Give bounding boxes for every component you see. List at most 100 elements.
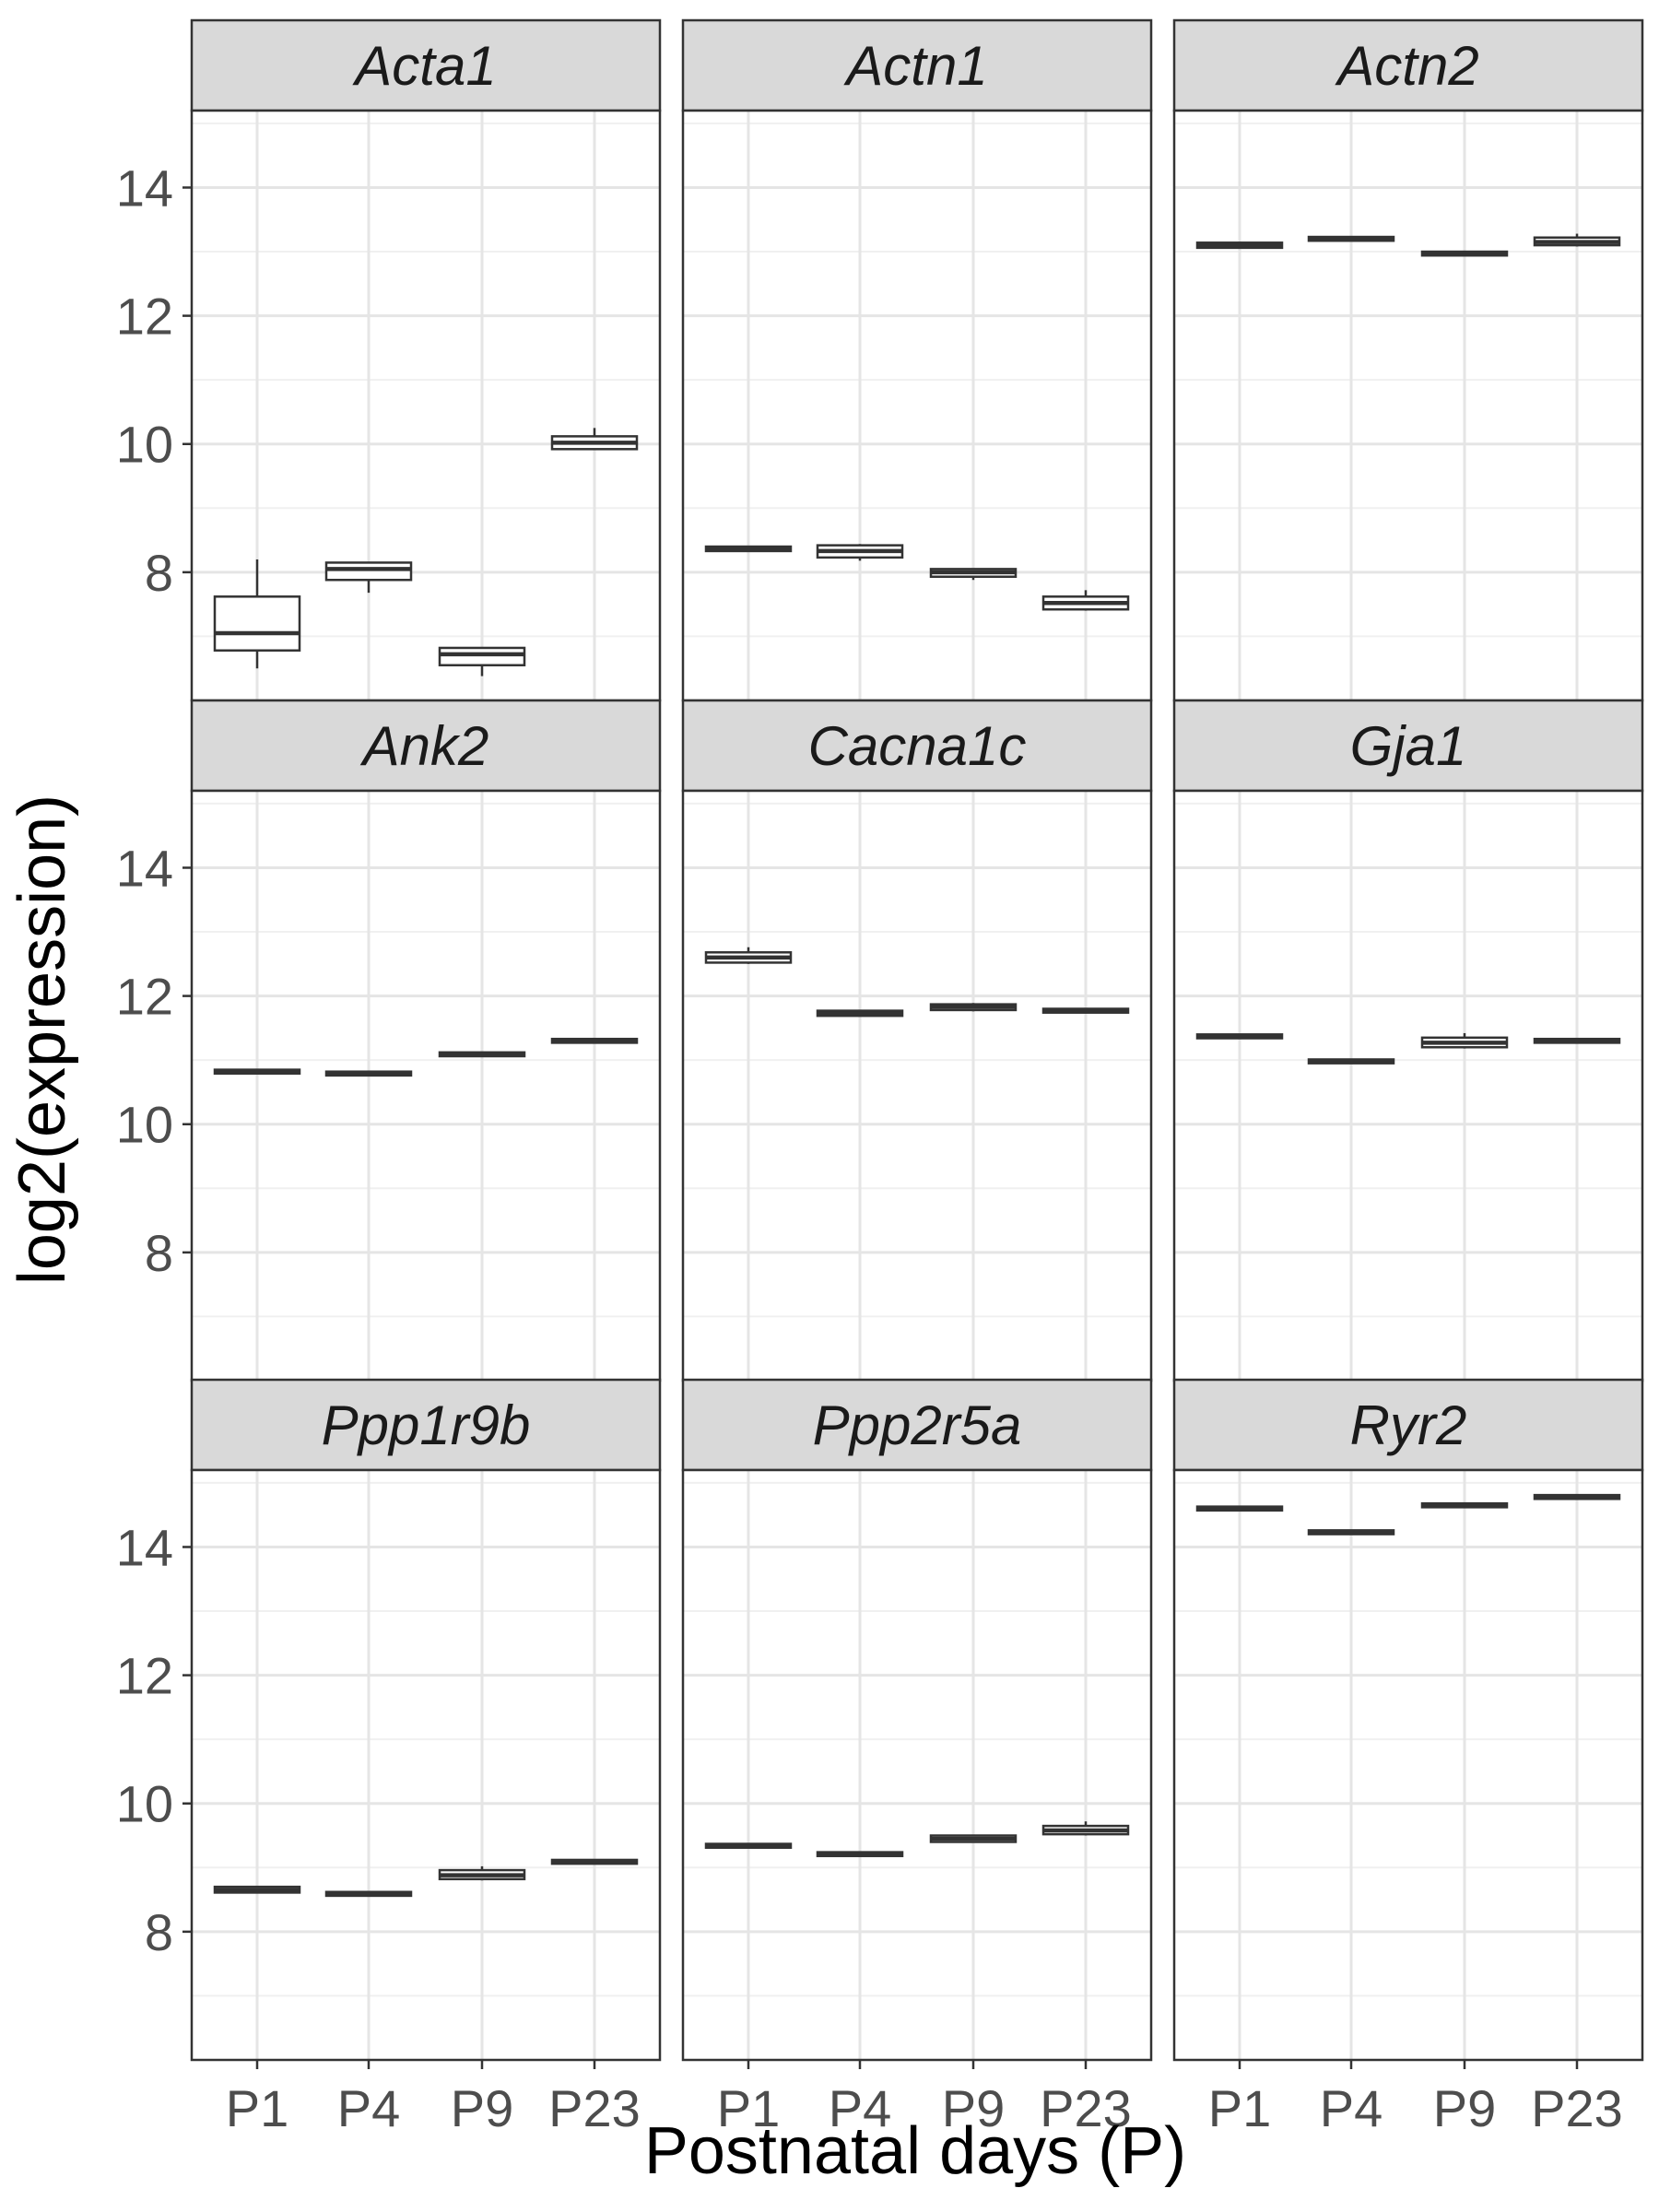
strip-header (190, 18, 662, 112)
box-p23 (1041, 1007, 1130, 1014)
strip-label: Ank2 (360, 715, 489, 777)
facet-panel-acta1: Acta1 8 10 12 14 (116, 18, 662, 702)
x-tick-label: P1 (1208, 2079, 1272, 2137)
plot-area (683, 111, 1151, 700)
box-p9 (1420, 1032, 1509, 1049)
strip-header (1172, 699, 1644, 793)
x-tick-label: P23 (548, 2079, 641, 2137)
plot-area (192, 1470, 660, 2060)
box-p4 (324, 561, 413, 594)
y-tick-label: 12 (116, 1647, 173, 1705)
y-tick-label: 14 (116, 159, 173, 217)
box-p9 (1420, 1501, 1509, 1509)
strip-header (1172, 18, 1644, 112)
box-p9 (438, 1865, 526, 1881)
box-p1 (213, 559, 301, 669)
box-p4 (1307, 1529, 1395, 1535)
box-p4 (324, 1070, 413, 1077)
panel-border (1172, 1468, 1644, 2062)
x-tick-label: P1 (717, 2079, 781, 2137)
x-tick-label: P9 (1433, 2079, 1497, 2137)
y-tick-label: 10 (116, 1775, 173, 1833)
plot-area (1174, 111, 1642, 700)
box-p1 (1195, 1505, 1284, 1512)
x-tick-label: P23 (1040, 2079, 1132, 2137)
x-tick-label: P9 (942, 2079, 1006, 2137)
box-p4 (816, 544, 904, 561)
box-p1 (213, 1885, 301, 1894)
box-p4 (324, 1890, 413, 1898)
x-tick-label: P23 (1531, 2079, 1623, 2137)
facet-panel-ppp2r5a: Ppp2r5a P1 P4 P9 P23 (681, 1378, 1153, 2137)
box-body (213, 595, 301, 652)
box-p23 (1533, 1037, 1621, 1044)
box-body (324, 561, 413, 582)
box-p1 (704, 545, 793, 553)
box-p1 (704, 947, 793, 964)
strip-label: Cacna1c (808, 715, 1027, 777)
plot-area (1174, 1470, 1642, 2060)
box-p23 (1533, 1493, 1621, 1500)
x-tick-label: P4 (337, 2079, 401, 2137)
strip-header (681, 18, 1153, 112)
y-tick-label: 8 (145, 544, 173, 602)
box-p9 (929, 1834, 1018, 1843)
y-tick-label: 8 (145, 1224, 173, 1282)
strip-label: Actn2 (1335, 35, 1478, 97)
strip-header (681, 1378, 1153, 1472)
strip-label: Acta1 (352, 35, 496, 97)
strip-label: Ppp1r9b (322, 1394, 531, 1456)
box-p23 (1041, 1821, 1130, 1836)
x-tick-label: P9 (451, 2079, 514, 2137)
facet-panels: Acta1 8 10 12 14 Actn1 Actn2 Ank2 8 10 12 14 Cacna1c… (116, 18, 1644, 2137)
box-p23 (1533, 233, 1621, 247)
facet-panel-gja1: Gja1 (1172, 699, 1644, 1382)
facet-panel-ryr2: Ryr2 P1 P4 P9 P23 (1172, 1378, 1644, 2137)
box-p9 (1420, 250, 1509, 257)
facet-panel-ank2: Ank2 8 10 12 14 (116, 699, 662, 1382)
y-tick-label: 14 (116, 839, 173, 897)
box-p9 (929, 1003, 1018, 1012)
plot-area (683, 791, 1151, 1381)
box-p4 (1307, 235, 1395, 242)
box-p1 (1195, 241, 1284, 250)
plot-area (683, 1470, 1151, 2060)
box-p9 (929, 568, 1018, 581)
plot-area (192, 791, 660, 1381)
box-p1 (213, 1068, 301, 1076)
box-p23 (550, 1037, 639, 1044)
box-p23 (1041, 590, 1130, 611)
strip-label: Ryr2 (1350, 1394, 1467, 1456)
facet-panel-ppp1r9b: Ppp1r9b 8 10 12 14 P1 P4 P9 P23 (116, 1378, 662, 2137)
panel-border (681, 1468, 1153, 2062)
x-tick-label: P4 (829, 2079, 892, 2137)
facet-panel-actn1: Actn1 (681, 18, 1153, 702)
x-axis-title: Postnatal days (P) (644, 2114, 1186, 2188)
box-p9 (438, 646, 526, 677)
x-tick-label: P1 (226, 2079, 289, 2137)
box-p1 (704, 1842, 793, 1849)
box-body (438, 646, 526, 666)
box-p4 (816, 1009, 904, 1018)
facet-panel-actn2: Actn2 (1172, 18, 1644, 702)
y-tick-label: 10 (116, 1096, 173, 1154)
y-tick-label: 10 (116, 416, 173, 474)
strip-label: Ppp2r5a (813, 1394, 1022, 1456)
y-tick-label: 12 (116, 968, 173, 1026)
plot-area (1174, 791, 1642, 1381)
box-p9 (438, 1051, 526, 1058)
strip-header (681, 699, 1153, 793)
box-p4 (1307, 1058, 1395, 1065)
y-tick-label: 14 (116, 1518, 173, 1576)
box-p23 (550, 1858, 639, 1865)
box-p1 (1195, 1033, 1284, 1040)
facet-panel-cacna1c: Cacna1c (681, 699, 1153, 1382)
panel-border (190, 1468, 662, 2062)
strip-header (190, 1378, 662, 1472)
x-tick-label: P4 (1320, 2079, 1383, 2137)
box-p4 (816, 1851, 904, 1858)
y-axis-title: log2(expression) (6, 794, 79, 1285)
y-tick-label: 12 (116, 288, 173, 346)
strip-label: Actn1 (843, 35, 987, 97)
